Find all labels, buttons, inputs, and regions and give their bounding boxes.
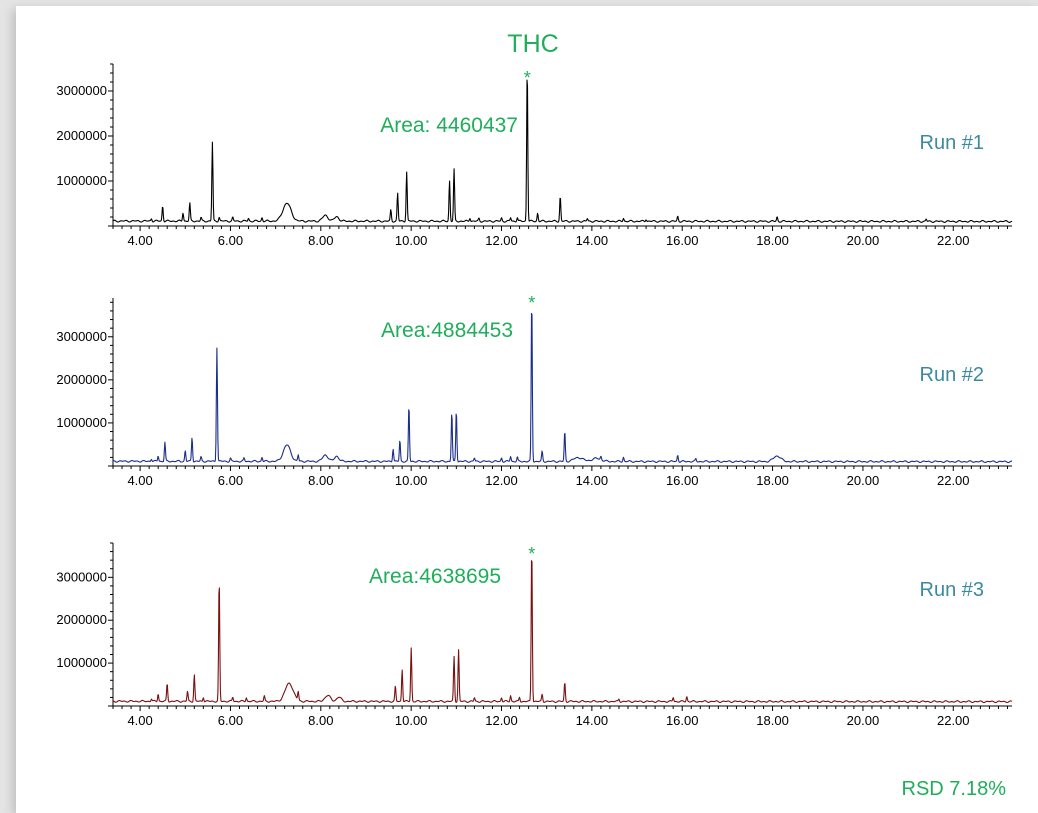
run-label: Run #2 xyxy=(920,364,985,386)
x-tick-label: 18.00 xyxy=(756,473,789,488)
chromatogram-run-1: 1000000 2000000 3000000 4.00 6.00 8.00 10.00 12… xyxy=(56,63,1013,248)
x-tick-label: 20.00 xyxy=(847,473,880,488)
run-label: Run #3 xyxy=(920,579,985,601)
x-tick-label: 8.00 xyxy=(308,473,333,488)
x-tick-label: 18.00 xyxy=(756,713,789,728)
x-tick-label: 18.00 xyxy=(756,233,789,248)
y-tick-label: 1000000 xyxy=(56,415,107,430)
area-label: Area:4884453 xyxy=(381,319,513,342)
run-label: Run #1 xyxy=(920,132,985,154)
chromatogram-run-2: 1000000 2000000 3000000 4.00 6.00 8.00 10.00 12… xyxy=(56,293,1013,488)
y-tick-label: 2000000 xyxy=(56,128,107,143)
x-tick-label: 4.00 xyxy=(127,473,152,488)
chromatogram-trace xyxy=(112,312,1013,464)
x-tick-label: 6.00 xyxy=(218,473,243,488)
x-tick-label: 14.00 xyxy=(576,473,609,488)
chromatogram-figure: 1000000 2000000 3000000 4.00 6.00 8.00 10.00 12… xyxy=(56,30,1013,800)
y-tick-label: 3000000 xyxy=(56,569,107,584)
chromatogram-trace xyxy=(112,79,1013,223)
x-tick-label: 8.00 xyxy=(308,233,333,248)
x-tick-label: 16.00 xyxy=(666,713,699,728)
x-tick-label: 22.00 xyxy=(937,473,970,488)
x-tick-label: 20.00 xyxy=(847,713,880,728)
x-tick-label: 6.00 xyxy=(218,713,243,728)
thc-peak-marker: * xyxy=(528,544,535,564)
x-tick-label: 14.00 xyxy=(576,233,609,248)
x-tick-label: 6.00 xyxy=(218,233,243,248)
area-label: Area: 4460437 xyxy=(380,114,518,137)
x-tick-label: 10.00 xyxy=(395,713,428,728)
chromatogram-trace xyxy=(112,560,1013,704)
x-tick-label: 10.00 xyxy=(395,233,428,248)
x-tick-label: 12.00 xyxy=(485,713,518,728)
y-tick-label: 1000000 xyxy=(56,173,107,188)
chromatogram-run-3: 1000000 2000000 3000000 4.00 6.00 8.00 10.00 12… xyxy=(56,542,1013,728)
area-label: Area:4638695 xyxy=(369,565,501,588)
x-tick-label: 12.00 xyxy=(485,233,518,248)
y-tick-label: 2000000 xyxy=(56,372,107,387)
y-tick-label: 3000000 xyxy=(56,329,107,344)
x-tick-label: 22.00 xyxy=(937,233,970,248)
x-tick-label: 8.00 xyxy=(308,713,333,728)
x-tick-label: 12.00 xyxy=(485,473,518,488)
x-tick-label: 22.00 xyxy=(937,713,970,728)
x-tick-label: 10.00 xyxy=(395,473,428,488)
x-tick-label: 4.00 xyxy=(127,233,152,248)
thc-peak-marker: * xyxy=(524,68,531,88)
y-tick-label: 3000000 xyxy=(56,83,107,98)
x-tick-label: 14.00 xyxy=(576,713,609,728)
x-tick-label: 20.00 xyxy=(847,233,880,248)
x-tick-label: 16.00 xyxy=(666,233,699,248)
plots-layer: 1000000 2000000 3000000 4.00 6.00 8.00 10.00 12… xyxy=(56,63,1013,728)
y-tick-label: 2000000 xyxy=(56,612,107,627)
thc-title: THC xyxy=(507,30,558,58)
chromatogram-panel: 1000000 2000000 3000000 4.00 6.00 8.00 10.00 12… xyxy=(16,6,1038,813)
x-tick-label: 16.00 xyxy=(666,473,699,488)
thc-peak-marker: * xyxy=(528,293,535,313)
y-tick-label: 1000000 xyxy=(56,655,107,670)
rsd-label: RSD 7.18% xyxy=(902,778,1007,800)
x-tick-label: 4.00 xyxy=(127,713,152,728)
